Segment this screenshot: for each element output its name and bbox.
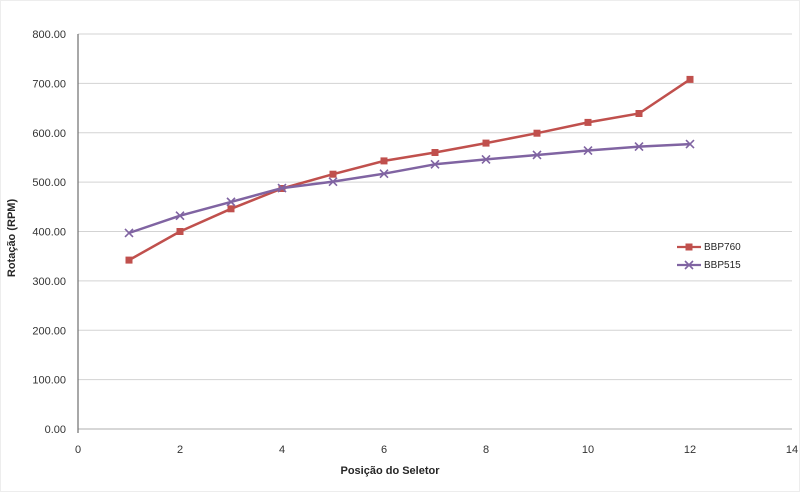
- x-marker-icon: [379, 169, 389, 179]
- x-tick-label: 12: [684, 444, 696, 456]
- x-tick-label: 10: [582, 444, 594, 456]
- x-marker-icon: [685, 139, 695, 149]
- series-line-bbp760: [128, 78, 691, 262]
- x-tick-label: 0: [75, 444, 81, 456]
- y-tick-label: 400.00: [32, 227, 66, 239]
- square-marker-icon: [533, 129, 541, 137]
- x-marker-icon: [532, 150, 542, 160]
- legend: BBP760 BBP515: [677, 238, 741, 274]
- square-marker-icon: [584, 118, 592, 126]
- y-tick-label: 700.00: [32, 78, 66, 90]
- square-marker-icon: [482, 139, 490, 147]
- x-marker-icon: [328, 177, 338, 187]
- y-axis-title: Rotação (RPM): [6, 198, 18, 278]
- legend-label-bbp760: BBP760: [704, 241, 741, 253]
- square-marker-icon: [431, 149, 439, 156]
- x-marker-icon: [124, 228, 134, 238]
- x-tick-label: 6: [381, 444, 387, 456]
- y-tick-label: 600.00: [32, 128, 66, 140]
- y-tick-label: 100.00: [32, 375, 66, 387]
- y-tick-label: 200.00: [32, 325, 66, 337]
- y-tick-label: 300.00: [32, 276, 66, 288]
- legend-label-bbp515: BBP515: [704, 259, 741, 271]
- x-marker-icon: [583, 145, 593, 156]
- square-marker-icon: [176, 228, 184, 235]
- square-marker-icon: [380, 157, 388, 165]
- legend-line-x-icon: [677, 260, 701, 270]
- x-marker-icon: [226, 197, 236, 207]
- legend-entry-bbp515: BBP515: [677, 256, 741, 274]
- series-line-bbp515: [128, 142, 691, 235]
- x-tick-label: 2: [177, 444, 183, 456]
- x-axis-title: Posição do Seletor: [340, 465, 440, 477]
- x-marker-icon: [634, 142, 644, 152]
- square-marker-icon: [635, 110, 643, 117]
- legend-line-square-icon: [677, 243, 701, 251]
- x-marker-icon: [175, 211, 185, 221]
- square-marker-icon: [227, 205, 235, 213]
- x-marker-icon: [430, 159, 440, 169]
- x-tick-label: 4: [279, 444, 285, 456]
- y-tick-label: 0.00: [45, 424, 66, 436]
- square-marker-icon: [125, 256, 133, 264]
- square-marker-icon: [329, 170, 337, 178]
- x-tick-label: 8: [483, 444, 489, 456]
- x-marker-icon: [481, 154, 491, 164]
- square-marker-icon: [686, 75, 694, 83]
- y-tick-label: 800.00: [32, 29, 66, 41]
- legend-entry-bbp760: BBP760: [677, 238, 741, 256]
- y-tick-label: 500.00: [32, 177, 66, 189]
- x-tick-label: 14: [786, 444, 798, 456]
- x-marker-icon: [277, 183, 287, 193]
